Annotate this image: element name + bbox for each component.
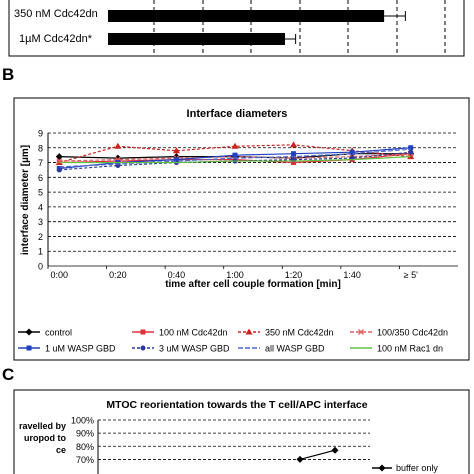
legend-item: 1 uM WASP GBD	[18, 344, 116, 354]
chart-c-ylabel-line-2: uropod to	[24, 433, 66, 443]
bar	[108, 10, 385, 22]
chart-b-ylabel: interface diameter [µm]	[20, 145, 31, 255]
chart-c-ylabel-line-3: ce	[56, 445, 66, 455]
data-point	[172, 147, 180, 154]
chart-c-ytick: 80%	[76, 442, 94, 452]
panel-a-frame	[8, 0, 465, 57]
data-point	[349, 149, 355, 155]
legend-marker	[245, 328, 253, 335]
panel-a: 350 nM Cdc42dn 1µM Cdc42dn*	[8, 0, 465, 57]
bar-label-1um: 1µM Cdc42dn*	[19, 33, 93, 45]
chart-b-xtick: 0:20	[109, 270, 127, 280]
legend-label: buffer only	[396, 463, 438, 473]
legend-label: 3 uM WASP GBD	[159, 344, 230, 354]
data-point	[408, 145, 414, 151]
legend-item: 3 uM WASP GBD	[132, 344, 230, 354]
legend-marker	[140, 345, 146, 351]
legend-marker	[378, 464, 386, 472]
legend-marker	[25, 328, 33, 336]
data-point	[408, 149, 414, 155]
data-point	[232, 152, 238, 158]
legend-item: buffer only	[372, 463, 438, 473]
chart-b-xtick: ≥ 5'	[404, 270, 418, 280]
chart-c-ytick: 90%	[76, 429, 94, 439]
series-buffer-only	[296, 446, 339, 463]
series-7	[59, 156, 411, 164]
legend-label: 100 nM Cdc42dn	[159, 328, 228, 338]
chart-b-xtick: 0:40	[168, 270, 186, 280]
chart-b-legend: control 100 nM Cdc42dn 350 nM Cdc42dn 100/3…	[18, 328, 448, 354]
series-line	[59, 156, 411, 164]
series-6	[59, 148, 411, 168]
legend-label: 100 nM Rac1 dn	[377, 344, 443, 354]
chart-b-ytick: 0	[38, 262, 43, 272]
legend-marker	[358, 329, 364, 335]
chart-b-title: Interface diameters	[187, 108, 288, 120]
legend-item: 100 nM Cdc42dn	[132, 328, 228, 338]
data-point	[173, 157, 179, 163]
data-point	[291, 160, 297, 166]
chart-b-ytick: 1	[38, 247, 43, 257]
legend-label: all WASP GBD	[265, 344, 325, 354]
legend-item: all WASP GBD	[238, 344, 325, 354]
chart-c-legend: buffer only	[372, 463, 438, 473]
chart-c-frame	[13, 389, 470, 474]
chart-b-xtick: 0:00	[51, 270, 69, 280]
panel-letter-b: B	[2, 65, 14, 84]
legend-item: 100/350 Cdc42dn	[350, 328, 448, 338]
legend-label: 100/350 Cdc42dn	[377, 328, 448, 338]
data-point	[407, 153, 415, 160]
chart-b-xtick: 1:20	[285, 270, 303, 280]
data-point	[296, 455, 304, 463]
chart-c-ytick: 100%	[71, 416, 94, 426]
legend-marker	[26, 345, 32, 351]
chart-c-ylabel-line-1: ravelled by	[19, 421, 66, 431]
chart-b-frame	[13, 97, 470, 361]
legend-item: 100 nM Rac1 dn	[350, 344, 443, 354]
chart-b-ytick: 5	[38, 188, 43, 198]
chart-b-xlabel: time after cell couple formation [min]	[165, 279, 341, 290]
chart-c-ytick: 70%	[76, 455, 94, 465]
legend-label: 1 uM WASP GBD	[45, 344, 116, 354]
chart-c-title: MTOC reorientation towards the T cell/AP…	[106, 399, 367, 411]
data-point	[56, 167, 62, 173]
bar-label-350nm: 350 nM Cdc42dn	[14, 8, 98, 20]
chart-b-ytick: 9	[38, 129, 43, 139]
chart-c-ylabel: ravelled by uropod to ce	[19, 421, 67, 455]
data-point	[114, 142, 122, 149]
legend-label: 350 nM Cdc42dn	[265, 328, 334, 338]
panel-letter-c: C	[2, 365, 14, 384]
chart-b-ytick: 4	[38, 202, 43, 212]
chart-b-xtick: 1:00	[226, 270, 244, 280]
chart-b-ytick: 7	[38, 158, 43, 168]
chart-b-ytick: 2	[38, 232, 43, 242]
data-point	[55, 153, 63, 161]
chart-b-ytick: 8	[38, 143, 43, 153]
legend-item: control	[18, 328, 72, 338]
legend-label: control	[45, 328, 72, 338]
data-point	[290, 141, 298, 148]
chart-b-plot: 0 1 2 3 4 5 6 7 8 9 0:00 0:20 0:40 1:00 1:20 1:40 ≥ 5'	[38, 129, 458, 280]
chart-b-ytick: 6	[38, 173, 43, 183]
chart-b-xtick: 1:40	[343, 270, 361, 280]
series-line	[59, 148, 411, 168]
data-point	[291, 151, 297, 157]
legend-marker	[140, 329, 146, 335]
bar	[108, 33, 285, 45]
data-point	[331, 446, 339, 454]
data-point	[231, 142, 239, 149]
chart-c-plot: 100% 90% 80% 70%	[71, 416, 370, 474]
chart-b-ytick: 3	[38, 217, 43, 227]
legend-item: 350 nM Cdc42dn	[238, 328, 334, 338]
series-line	[299, 449, 336, 461]
